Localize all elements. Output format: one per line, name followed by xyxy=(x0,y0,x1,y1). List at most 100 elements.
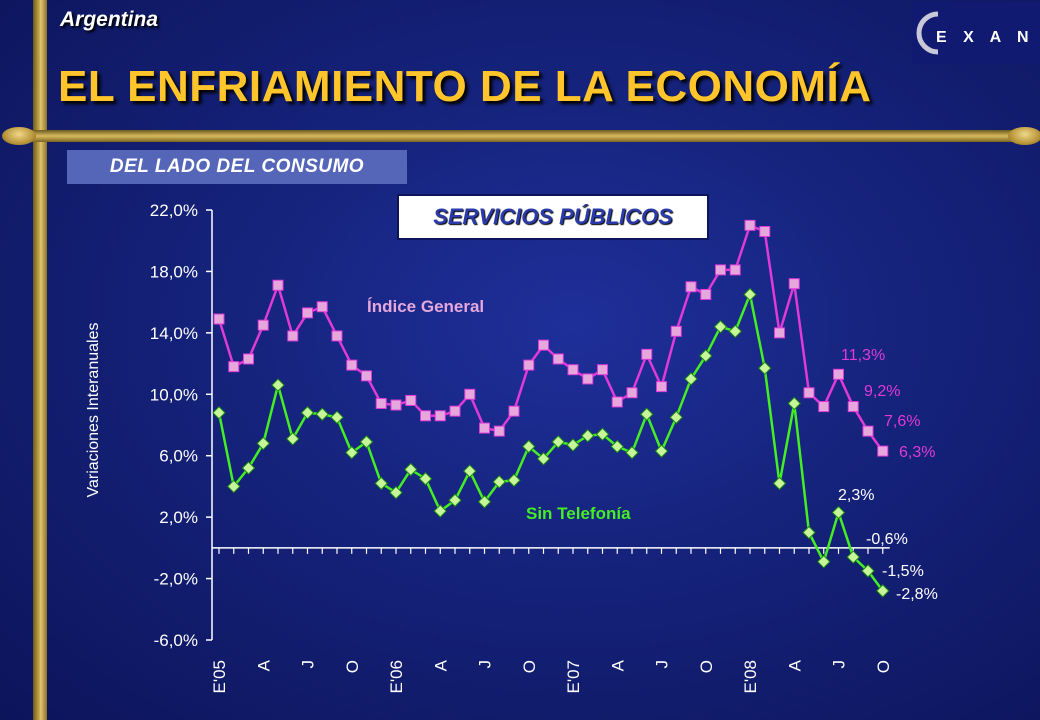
header-bar-right-cap xyxy=(1008,127,1040,145)
country-label: Argentina xyxy=(60,8,159,31)
x-tick-label: J xyxy=(299,660,318,669)
sin-telefonia-point xyxy=(817,554,831,569)
sin-telefonia-point xyxy=(640,407,654,421)
indice-point xyxy=(729,264,741,276)
indice-point xyxy=(759,226,771,237)
sin-telefonia-point xyxy=(713,320,728,334)
indice-point xyxy=(774,327,785,339)
indice-point xyxy=(272,279,284,291)
exante-logo: E X A N T E xyxy=(912,2,1040,64)
left-gold-bar xyxy=(33,0,47,720)
chart-lines xyxy=(217,224,884,592)
sin-telefonia-point xyxy=(212,406,226,420)
sin-telefonia-point xyxy=(861,564,875,578)
sin-telefonia-point xyxy=(625,445,639,460)
sin-telefonia-point xyxy=(271,378,285,392)
chart-markers xyxy=(212,219,890,598)
indice-point xyxy=(508,405,520,417)
indice-point xyxy=(656,381,667,393)
sin-telefonia-point xyxy=(286,432,300,446)
sin-telefonia-point xyxy=(772,476,787,491)
x-tick-label: A xyxy=(785,659,804,671)
indice-point xyxy=(493,425,505,437)
indice-point xyxy=(316,301,328,313)
indice-point xyxy=(597,364,608,376)
y-tick-label: 14,0% xyxy=(150,324,198,343)
x-tick-label: J xyxy=(653,660,672,669)
data-label: 2,3% xyxy=(838,487,874,504)
logo-text: E X A N T E xyxy=(936,29,1040,46)
x-tick-label: E'05 xyxy=(210,660,229,694)
indice-point xyxy=(641,348,653,360)
sin-telefonia-point xyxy=(802,525,816,540)
indice-point xyxy=(715,264,726,276)
indice-point xyxy=(685,281,697,293)
x-tick-label: A xyxy=(431,659,450,671)
sin-telefonia-point xyxy=(477,495,492,509)
indice-point xyxy=(700,288,712,300)
sin-telefonia-point xyxy=(728,324,742,339)
sin-telefonia-point xyxy=(876,584,890,598)
indice-point xyxy=(833,368,844,380)
sin-telefonia-point xyxy=(389,485,403,500)
indice-point xyxy=(818,401,830,413)
data-label: 6,3% xyxy=(899,444,935,461)
x-tick-label: J xyxy=(476,660,495,669)
indice-point xyxy=(877,445,889,457)
indice-point xyxy=(346,359,358,371)
x-tick-label: E'07 xyxy=(564,660,583,694)
sin-telefonia-point xyxy=(743,287,757,302)
data-label: 11,3% xyxy=(841,347,885,364)
data-label: -2,8% xyxy=(896,586,938,603)
series-label-indice: Índice General xyxy=(367,297,484,316)
x-tick-label: J xyxy=(830,660,849,669)
sin-telefonia-point xyxy=(831,505,846,520)
y-tick-label: 10,0% xyxy=(150,385,198,404)
indice-point xyxy=(552,353,564,365)
indice-point xyxy=(538,339,549,351)
chart-labels: Índice General Sin Telefonía 11,3% 9,2% 7,6%… xyxy=(367,297,938,603)
sin-telefonia-point xyxy=(581,429,595,443)
indice-point xyxy=(302,307,313,319)
sin-telefonia-point xyxy=(595,427,610,441)
indice-point xyxy=(228,361,240,373)
x-tick-label: O xyxy=(343,660,362,673)
y-axis-label: Variaciones Interanuales xyxy=(85,323,102,498)
chart-title-box: SERVICIOS PÚBLICOS xyxy=(397,194,709,240)
x-tick-label: O xyxy=(520,660,539,673)
sin-telefonia-point xyxy=(492,475,506,489)
sin-telefonia-point xyxy=(610,439,624,454)
sin-telefonia-point xyxy=(654,444,669,458)
sin-telefonia-point xyxy=(536,452,551,466)
sin-telefonia-point xyxy=(551,435,565,449)
indice-point xyxy=(582,373,594,385)
header-bar-left-cap xyxy=(2,127,36,145)
section-subtitle: DEL LADO DEL CONSUMO xyxy=(67,150,407,184)
chart-axes: 22,0% 18,0% 14,0% 10,0% 6,0% 2,0% -2,0% -6,0% Va… xyxy=(85,201,893,694)
page-title: EL ENFRIAMIENTO DE LA ECONOMÍA xyxy=(58,62,872,111)
sin-telefonia-point xyxy=(448,493,462,507)
indice-point xyxy=(243,353,254,365)
y-tick-label: 6,0% xyxy=(159,447,198,466)
sin-telefonia-point xyxy=(418,472,433,486)
data-label: -1,5% xyxy=(882,563,924,580)
series-line-0 xyxy=(217,224,884,452)
x-tick-label: O xyxy=(874,660,893,673)
y-tick-label: 2,0% xyxy=(159,508,198,527)
sin-telefonia-point xyxy=(699,349,713,363)
sin-telefonia-point xyxy=(374,476,388,491)
sin-telefonia-point xyxy=(300,406,315,420)
indice-point xyxy=(479,422,490,434)
indice-point xyxy=(287,330,299,342)
sin-telefonia-point xyxy=(566,438,580,452)
data-label: 7,6% xyxy=(884,413,920,430)
x-tick-label: A xyxy=(608,659,627,671)
chart-title: SERVICIOS PÚBLICOS xyxy=(433,204,673,229)
sin-telefonia-point xyxy=(463,464,477,478)
sin-telefonia-point xyxy=(315,407,329,421)
indice-point xyxy=(213,313,225,325)
sin-telefonia-point xyxy=(758,361,772,375)
x-tick-label: E'08 xyxy=(741,660,760,694)
indice-point xyxy=(567,364,579,376)
header-gold-bar xyxy=(10,130,1030,142)
